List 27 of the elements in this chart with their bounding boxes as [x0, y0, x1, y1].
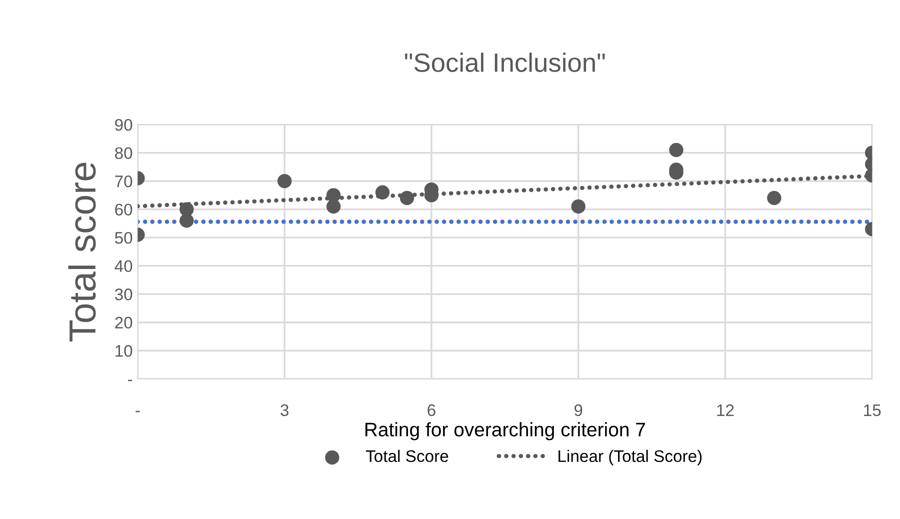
- x-tick-label: 6: [428, 404, 436, 416]
- legend-label: Linear (Total Score): [558, 450, 702, 466]
- x-tick-label: 15: [864, 404, 881, 416]
- y-tick-label: 60: [115, 204, 132, 216]
- y-tick-label: 40: [114, 260, 132, 272]
- point: [571, 199, 586, 214]
- x-tick-label: 3: [280, 404, 288, 416]
- y-tick-label: 50: [114, 232, 132, 244]
- point: [326, 188, 341, 202]
- y-tick-label: 70: [115, 175, 132, 188]
- x-axis-title: Rating for overarching criterion 7: [365, 422, 645, 440]
- y-tick-label: 10: [116, 345, 132, 357]
- point: [326, 199, 341, 214]
- chart-title: "Social Inclusion": [404, 52, 605, 72]
- y-axis-title: Total score: [68, 162, 96, 342]
- y-tick-label: 20: [115, 316, 132, 329]
- point: [400, 190, 414, 206]
- point: [375, 185, 390, 200]
- y-tick-label: 80: [115, 147, 132, 160]
- point: [277, 174, 292, 188]
- y-tick-label: 30: [114, 288, 132, 300]
- x-tick-label: 9: [574, 404, 582, 416]
- legend-label: Total Score: [366, 450, 448, 462]
- point: [180, 214, 194, 228]
- y-tick-label: -: [128, 380, 132, 382]
- y-tick-label: 90: [115, 118, 132, 131]
- x-tick-label: 12: [717, 404, 734, 416]
